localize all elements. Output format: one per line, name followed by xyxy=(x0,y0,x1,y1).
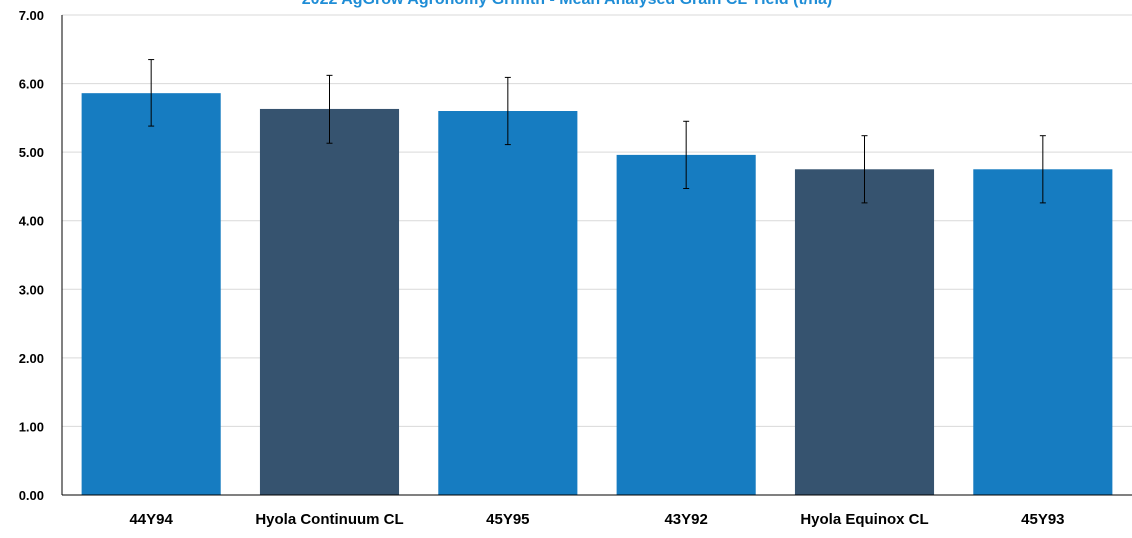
y-tick-labels: 0.00 1.00 2.00 3.00 4.00 5.00 6.00 7.00 xyxy=(19,8,44,503)
x-category-label: 44Y94 xyxy=(129,511,173,528)
x-category-label: Hyola Equinox CL xyxy=(800,511,928,528)
y-tick-label: 0.00 xyxy=(19,488,44,503)
x-category-label: 45Y95 xyxy=(486,511,529,528)
bars xyxy=(81,93,1113,496)
error-bars xyxy=(148,59,1046,204)
error-bar xyxy=(861,135,868,204)
y-tick-label: 4.00 xyxy=(19,214,44,229)
y-tick-label: 6.00 xyxy=(19,77,44,92)
bar xyxy=(81,93,221,496)
x-category-label: Hyola Continuum CL xyxy=(255,511,403,528)
chart-title: 2022 AgGrow Agronomy Griffith - Mean Ana… xyxy=(302,0,832,8)
y-tick-label: 5.00 xyxy=(19,145,44,160)
bar xyxy=(616,154,756,495)
y-tick-label: 2.00 xyxy=(19,351,44,366)
y-tick-label: 1.00 xyxy=(19,419,44,434)
error-bar xyxy=(1039,135,1046,204)
error-bar xyxy=(683,120,690,189)
error-bar xyxy=(326,74,333,144)
y-tick-label: 3.00 xyxy=(19,282,44,297)
bar xyxy=(973,169,1113,496)
error-bar xyxy=(148,59,155,127)
bar xyxy=(438,111,578,495)
bar xyxy=(794,169,935,496)
y-tick-label: 7.00 xyxy=(19,8,44,23)
axes xyxy=(61,15,1132,496)
x-category-label: 43Y92 xyxy=(664,511,707,528)
error-bar xyxy=(504,76,511,146)
x-category-labels: 44Y94 Hyola Continuum CL 45Y95 43Y92 Hyola E… xyxy=(129,511,1064,528)
bar xyxy=(259,108,400,495)
grid-lines xyxy=(62,14,1132,427)
x-category-label: 45Y93 xyxy=(1021,511,1064,528)
